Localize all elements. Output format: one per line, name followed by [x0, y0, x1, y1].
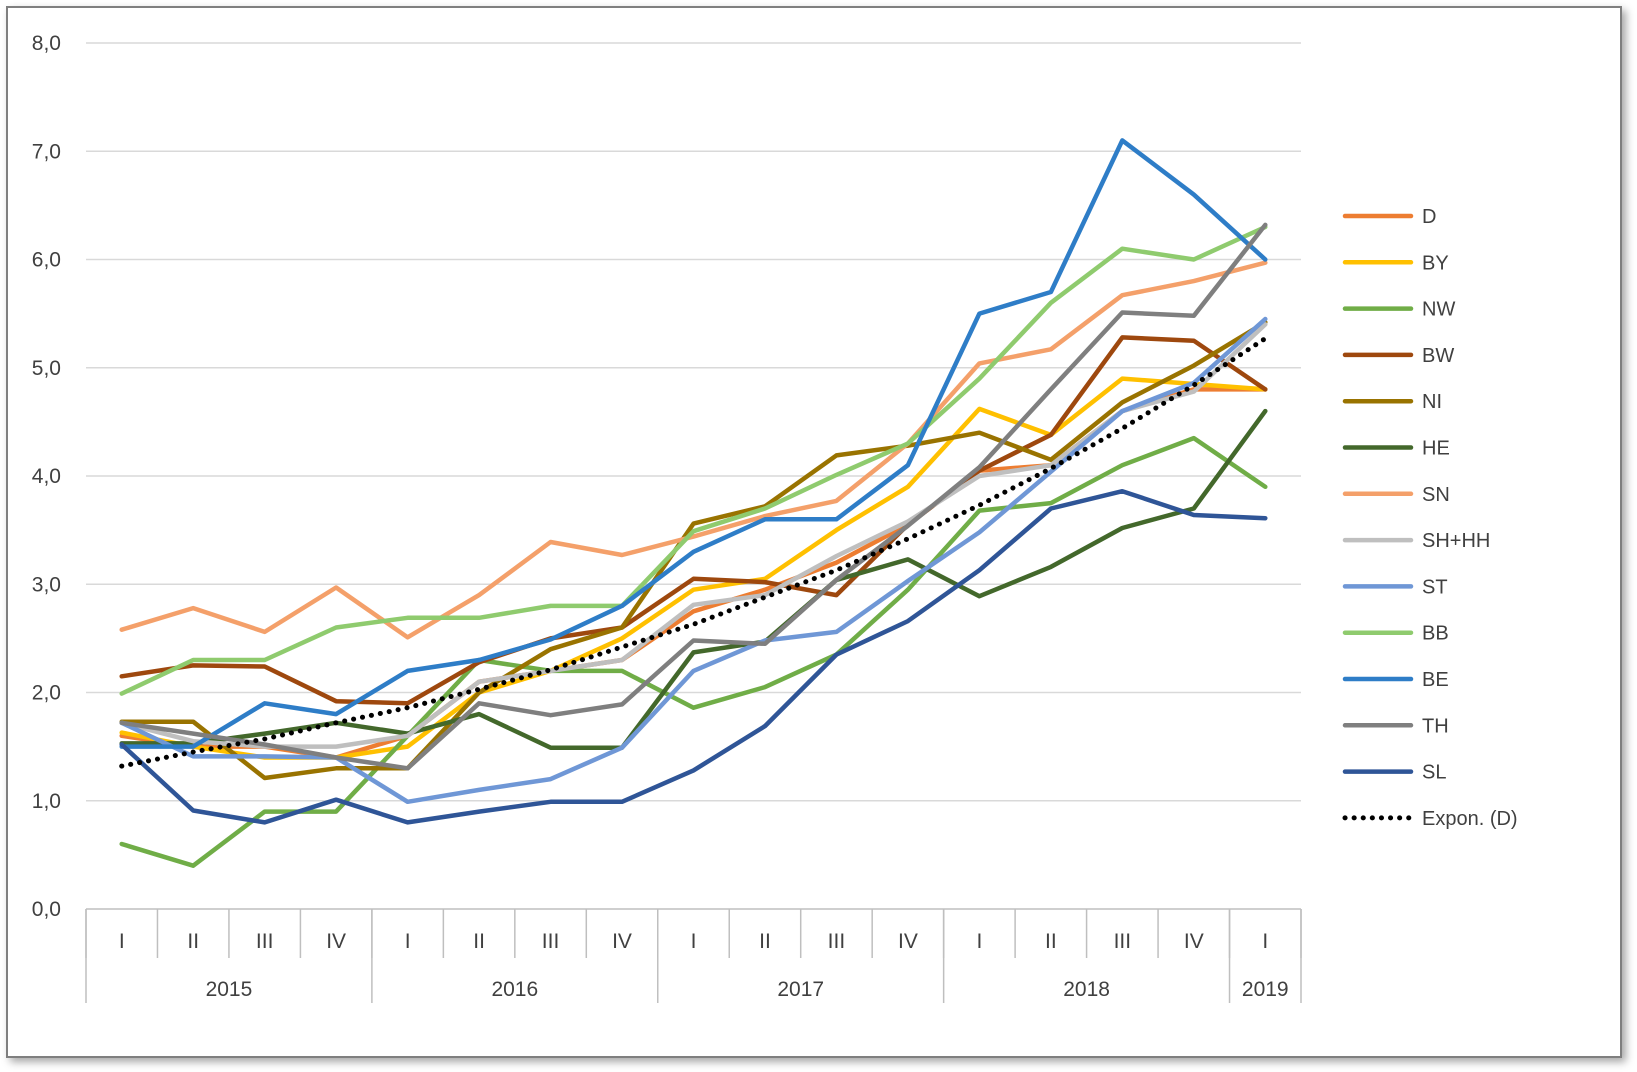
y-tick-label: 1,0 [32, 790, 61, 813]
series-line-sh-hh [119, 322, 1268, 749]
legend-label: ST [1422, 576, 1448, 598]
line-chart: 0,01,02,03,04,05,06,07,08,0 I II III IV I II I… [32, 32, 1518, 1003]
series-line-be [119, 138, 1268, 749]
year-label: 2017 [777, 978, 824, 1001]
x-tick-label: I [691, 930, 697, 953]
gridlines [86, 42, 1301, 802]
y-tick-label: 7,0 [32, 140, 61, 163]
x-tick-label: IV [612, 930, 632, 953]
y-axis: 0,0 1,0 2,0 3,0 4,0 5,0 6,0 7,0 8,0 [32, 32, 61, 921]
series-line-th [119, 222, 1268, 771]
legend-label: Expon. (D) [1422, 808, 1518, 830]
y-tick-label: 2,0 [32, 682, 61, 705]
y-tick-label: 5,0 [32, 357, 61, 380]
series-line-bb [119, 224, 1268, 696]
series-line-bw [119, 335, 1268, 706]
y-tick-label: 4,0 [32, 465, 61, 488]
series-line-expon-d [119, 336, 1268, 769]
legend-label: NW [1422, 299, 1455, 321]
legend-label: HE [1422, 438, 1450, 460]
year-label: 2018 [1063, 978, 1110, 1001]
series-line-sn [119, 260, 1268, 640]
legend-label: BB [1422, 623, 1449, 645]
legend: D BY NW BW NI HE SN SH+HH ST BB BE TH SL Expon. (D) [1342, 206, 1518, 830]
x-tick-label: IV [1184, 930, 1204, 953]
legend-label: D [1422, 206, 1436, 228]
x-tick-label: IV [898, 930, 918, 953]
y-tick-label: 8,0 [32, 32, 61, 55]
legend-label: BY [1422, 252, 1449, 274]
x-tick-label: IV [326, 930, 346, 953]
legend-label: SN [1422, 484, 1450, 506]
x-tick-label: II [1045, 930, 1057, 953]
plot-area [119, 138, 1268, 868]
legend-label: NI [1422, 391, 1442, 413]
x-tick-label: II [187, 930, 199, 953]
x-tick-label: I [976, 930, 982, 953]
legend-label: BE [1422, 669, 1449, 691]
x-tick-label: II [759, 930, 771, 953]
legend-label: SH+HH [1422, 530, 1490, 552]
y-tick-label: 3,0 [32, 573, 61, 596]
year-label: 2016 [491, 978, 538, 1001]
x-tick-label: I [1262, 930, 1268, 953]
series-line-ni [119, 320, 1268, 781]
x-tick-label: III [1114, 930, 1132, 953]
x-tick-label: III [828, 930, 846, 953]
series-line-sl [119, 488, 1268, 825]
x-tick-label: I [119, 930, 125, 953]
y-tick-label: 0,0 [32, 898, 61, 921]
chart-frame: 0,0 1,0 2,0 3,0 4,0 5,0 6,0 7,0 8,0 I II III IV I II I… [6, 6, 1622, 1058]
x-tick-label: I [405, 930, 411, 953]
legend-label: BW [1422, 345, 1454, 367]
year-label: 2019 [1242, 978, 1289, 1001]
legend-label: TH [1422, 715, 1449, 737]
y-tick-label: 6,0 [32, 249, 61, 272]
x-tick-label: III [256, 930, 274, 953]
series-line-nw [119, 435, 1268, 868]
series-line-st [119, 316, 1268, 805]
year-label: 2015 [206, 978, 253, 1001]
series-line-he [119, 408, 1268, 750]
legend-label: SL [1422, 762, 1446, 784]
x-tick-label: II [473, 930, 485, 953]
x-tick-label: III [542, 930, 560, 953]
